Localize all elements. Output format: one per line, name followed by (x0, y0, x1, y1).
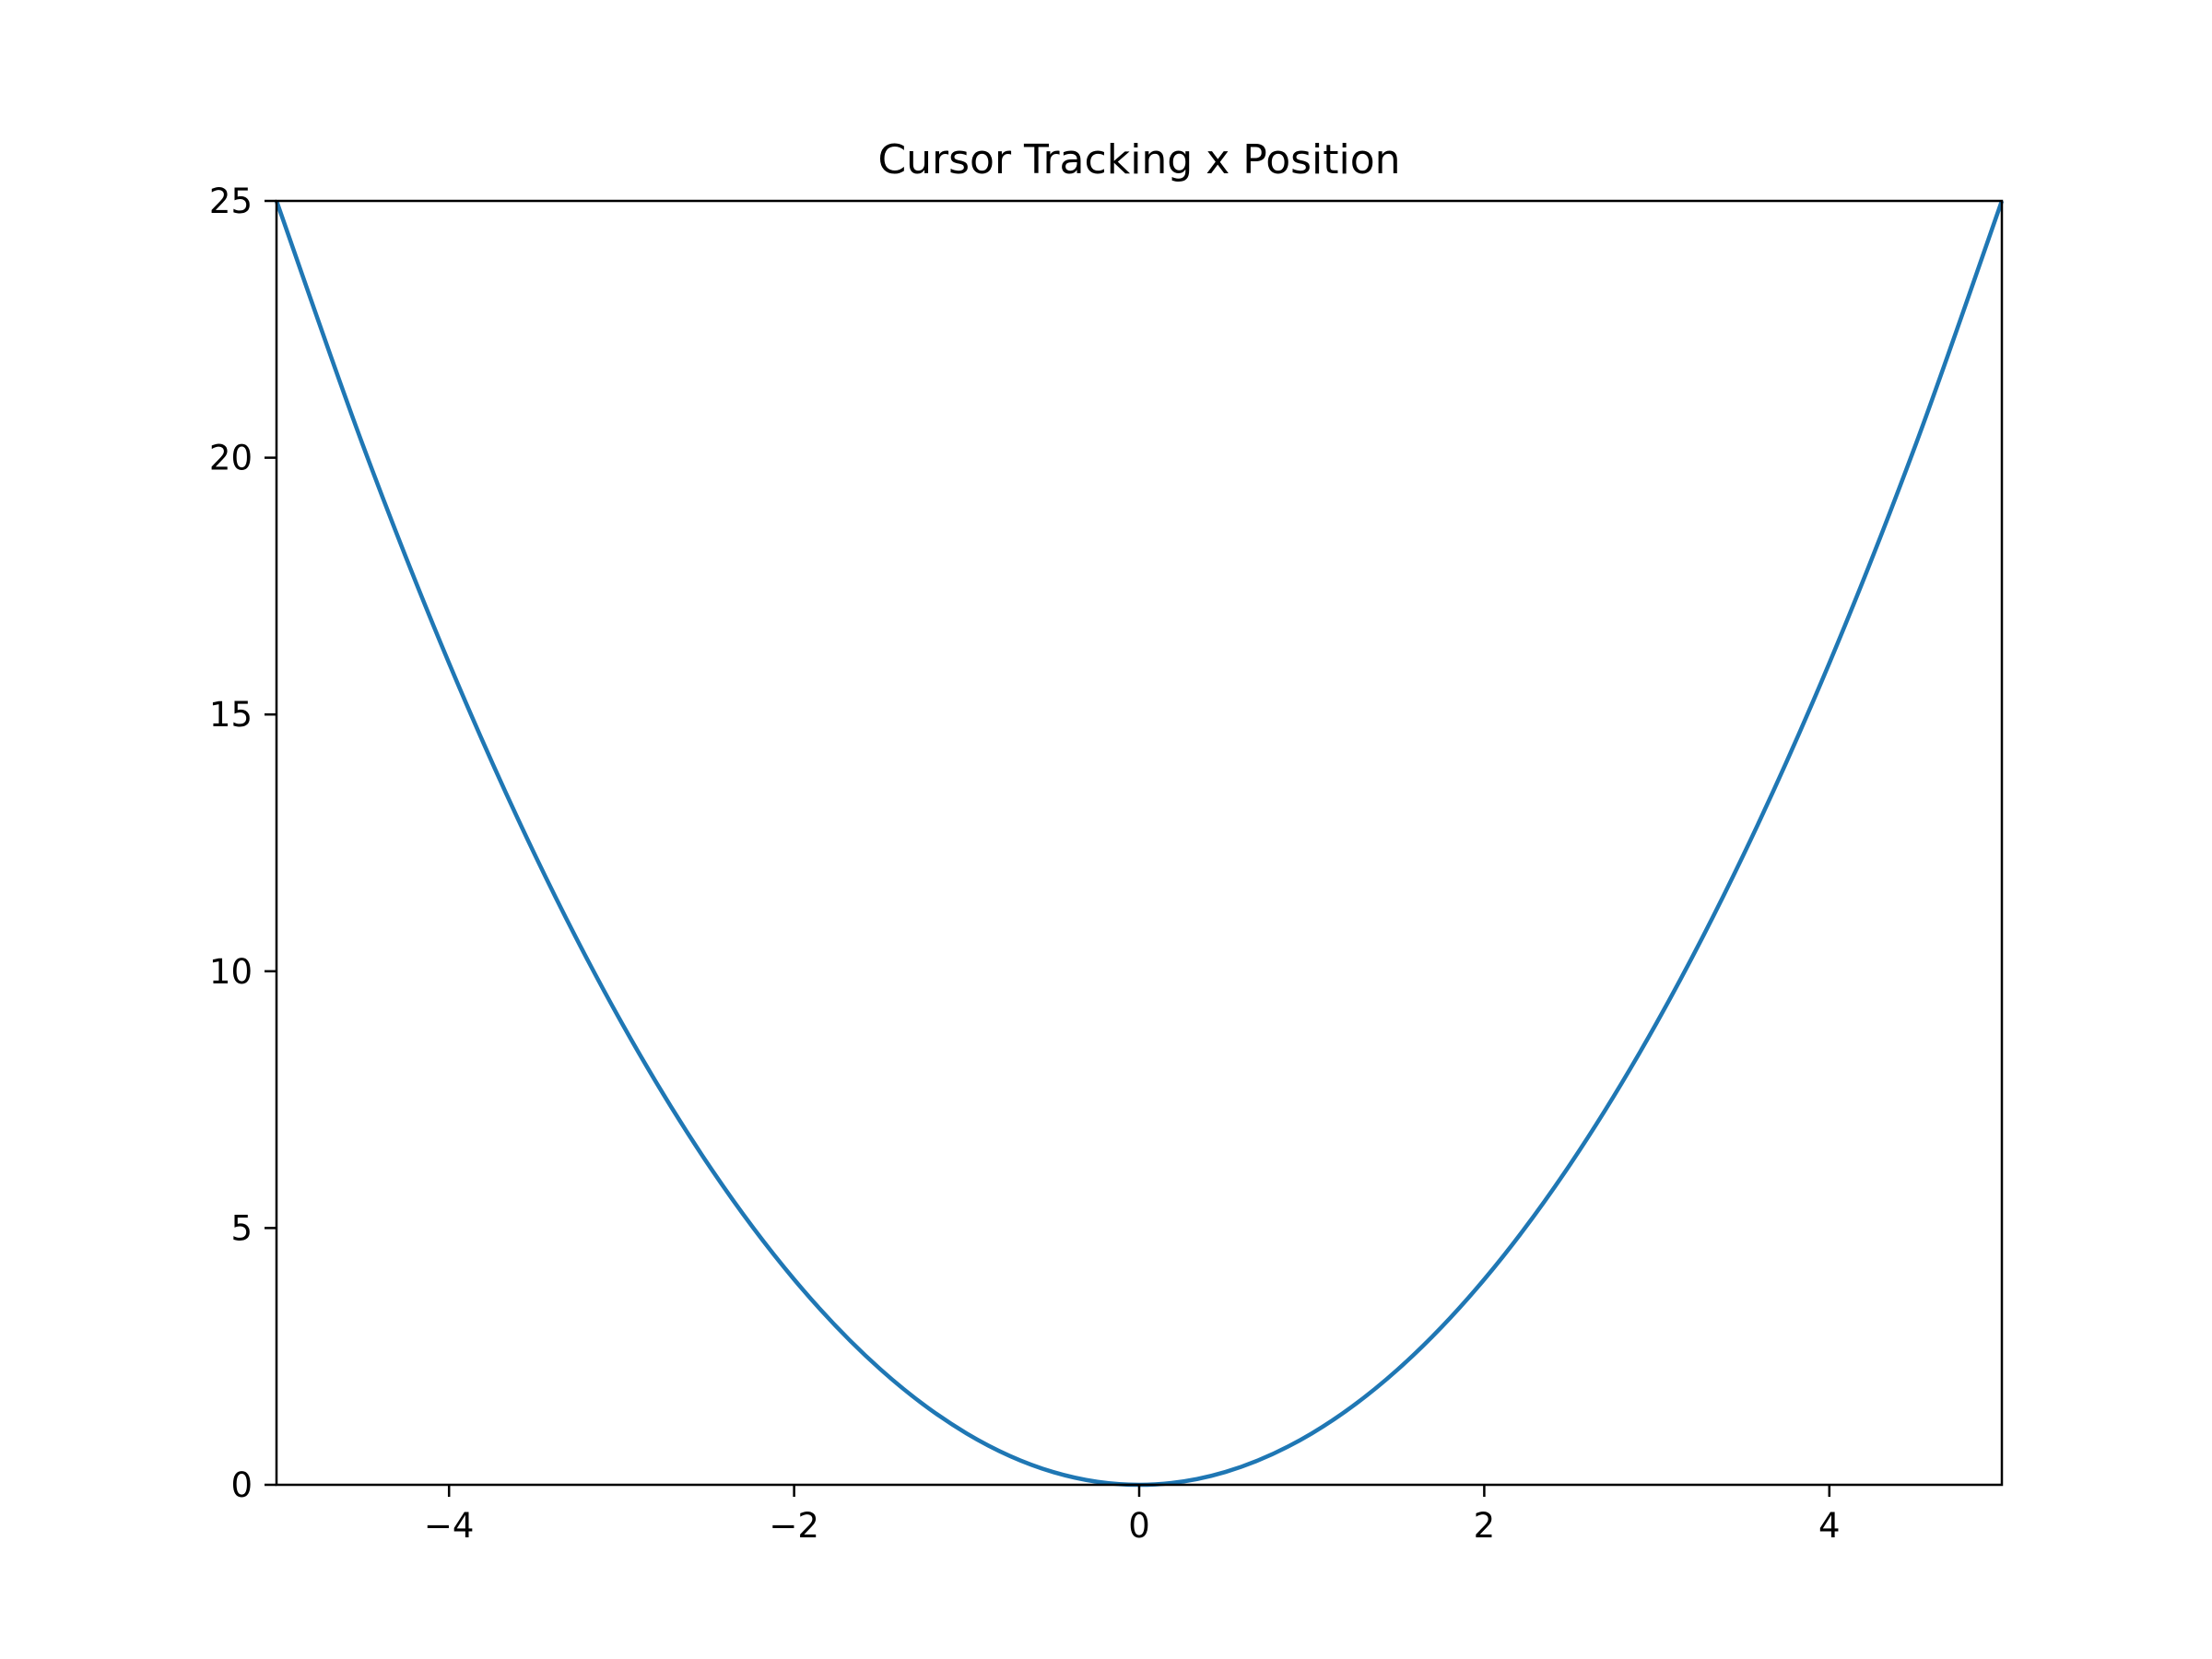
chart-title: Cursor Tracking x Position (877, 136, 1400, 183)
x-tick-label: −4 (424, 1506, 475, 1546)
y-tick-label: 25 (209, 182, 253, 221)
y-tick-label: 5 (230, 1208, 253, 1248)
y-tick-label: 10 (209, 952, 253, 992)
x-tick-label: 0 (1128, 1506, 1150, 1546)
y-axis: 0 5 10 15 20 25 (209, 182, 276, 1505)
x-tick-label: 2 (1474, 1506, 1496, 1546)
x-tick-label: 4 (1818, 1506, 1841, 1546)
y-tick-label: 0 (230, 1465, 253, 1505)
x-tick-label: −2 (769, 1506, 819, 1546)
x-axis: −4 −2 0 2 4 (424, 1485, 1841, 1546)
y-tick-label: 15 (209, 695, 253, 735)
y-tick-label: 20 (209, 439, 253, 478)
